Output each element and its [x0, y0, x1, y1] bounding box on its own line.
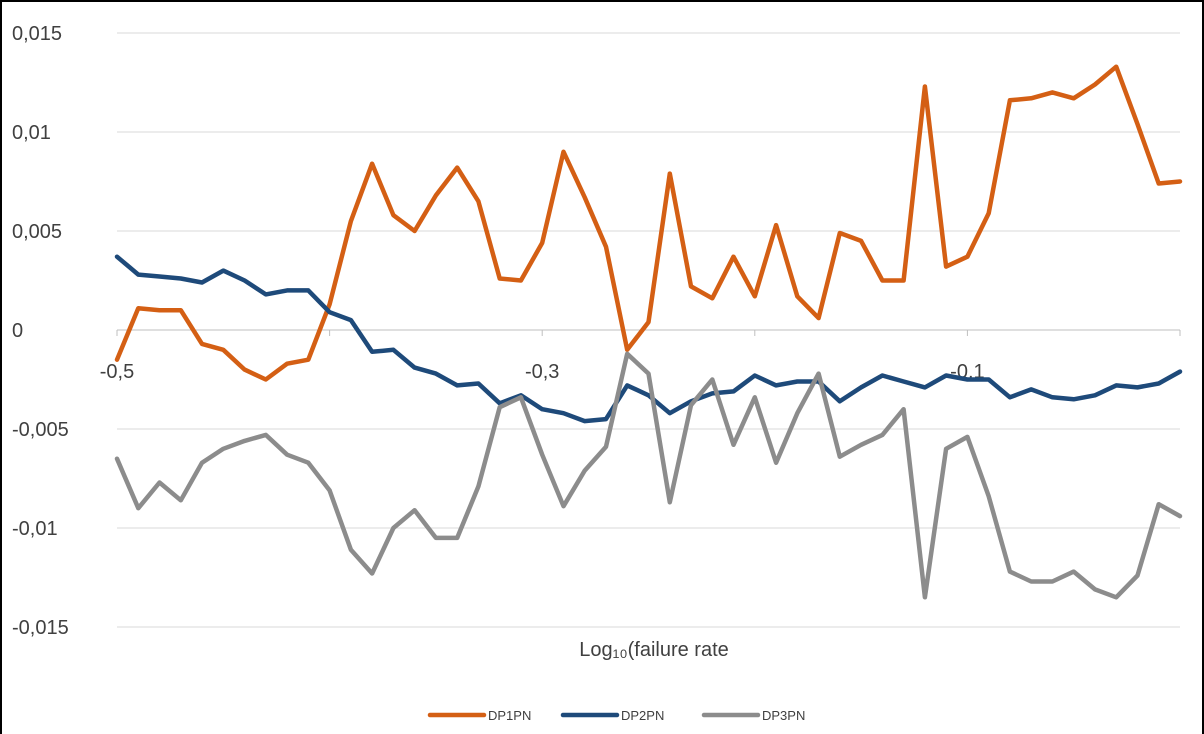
legend: DP1PN DP2PN DP3PN [427, 708, 805, 723]
series-line-dp2pn [114, 254, 1183, 424]
y-tick-label: 0,005 [12, 221, 62, 243]
y-tick-label: 0,015 [12, 23, 62, 45]
legend-label: DP3PN [762, 708, 805, 723]
y-tick-label: 0,01 [12, 122, 51, 144]
y-axis-ticks: 0,015 0,01 0,005 0 -0,005 -0,01 -0,015 [12, 23, 69, 639]
legend-label: DP1PN [488, 708, 531, 723]
y-tick-label: -0,01 [12, 518, 58, 540]
y-tick-label: 0 [12, 320, 23, 342]
series-line-dp3pn [114, 351, 1183, 600]
x-tick-label: -0,5 [100, 361, 134, 383]
series-lines [114, 64, 1183, 600]
x-tick-label: -0,3 [525, 361, 559, 383]
x-axis-ticks: -0,5 -0,3 -0,1 [100, 361, 985, 383]
x-axis-label: Log₁₀(failure rate [579, 639, 729, 661]
x-axis [116, 329, 1181, 336]
y-tick-label: -0,015 [12, 617, 69, 639]
legend-label: DP2PN [621, 708, 664, 723]
gridlines [117, 32, 1180, 628]
y-tick-label: -0,005 [12, 419, 69, 441]
series-line-dp1pn [114, 64, 1183, 382]
